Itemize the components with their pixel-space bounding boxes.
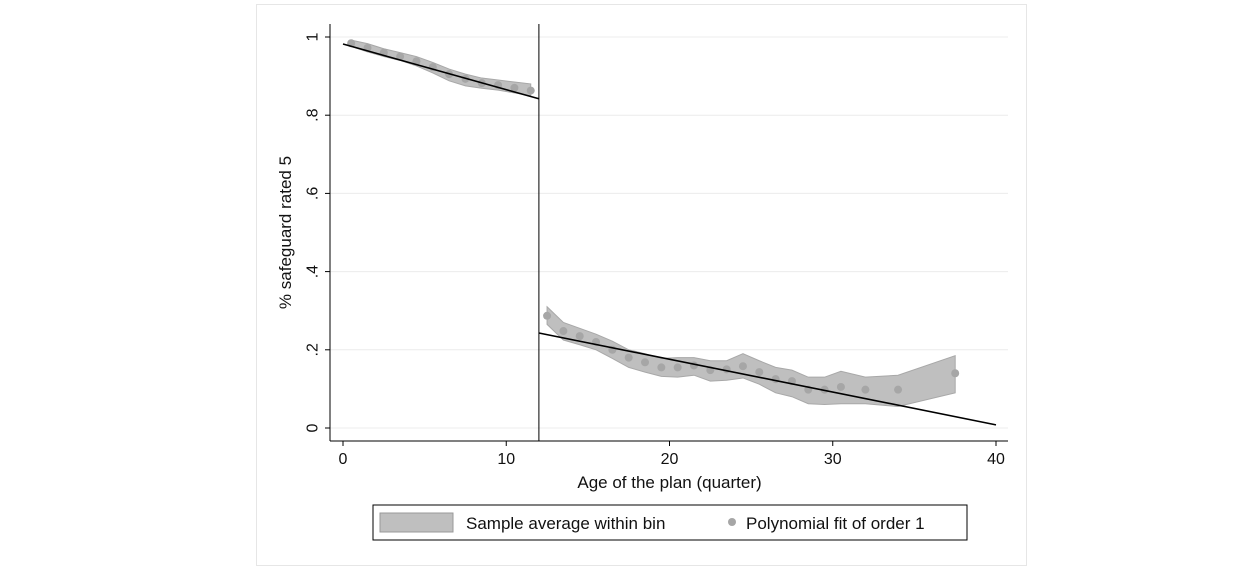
fit-line-0 [342,43,540,100]
data-point-19 [657,363,666,372]
data-point-3 [396,52,405,61]
data-point-31 [861,385,870,394]
band-segment-0 [350,39,532,97]
legend: Sample average within bin Polynomial fit… [372,504,968,541]
y-tick-label-4: .8 [305,108,322,121]
legend-entry-points: Polynomial fit of order 1 [746,514,925,533]
fit-lines [342,43,997,426]
data-point-32 [894,385,903,394]
x-tick-label-1: 10 [497,451,515,468]
x-tick-label-3: 30 [824,451,842,468]
data-point-25 [755,368,764,377]
y-tick-label-5: 1 [305,32,322,41]
x-tick-label-0: 0 [339,451,348,468]
data-point-11 [526,86,535,95]
y-tick-label-2: .4 [305,265,322,278]
y-tick-label-0: 0 [305,423,322,432]
x-tick-label-2: 20 [661,451,679,468]
y-tick-label-3: .6 [305,187,322,200]
y-axis-label: % safeguard rated 5 [276,156,295,309]
data-point-13 [559,327,568,336]
y-tick-label-1: .2 [305,343,322,356]
data-point-14 [575,332,584,341]
legend-entry-band: Sample average within bin [466,514,665,533]
data-point-10 [510,83,519,92]
data-point-18 [641,358,650,367]
x-axis-ticks: 0 10 20 30 40 [339,441,1005,468]
x-axis-label: Age of the plan (quarter) [577,473,761,492]
grid-lines [330,36,1008,429]
data-point-33 [951,369,960,378]
legend-box [372,504,968,541]
band-segment-1 [546,305,956,407]
confidence-bands [350,39,956,407]
chart-frame [256,4,1027,566]
data-point-20 [673,363,682,372]
x-tick-label-4: 40 [987,451,1005,468]
legend-point-marker [728,518,736,526]
legend-band-swatch [379,512,454,533]
y-axis-ticks: 0 .2 .4 .6 .8 1 [305,32,330,432]
fit-line-1 [538,332,997,426]
data-point-24 [738,362,747,371]
bin-average-points [347,39,960,394]
data-point-12 [543,311,552,320]
data-point-30 [836,382,845,391]
data-point-17 [624,353,633,362]
